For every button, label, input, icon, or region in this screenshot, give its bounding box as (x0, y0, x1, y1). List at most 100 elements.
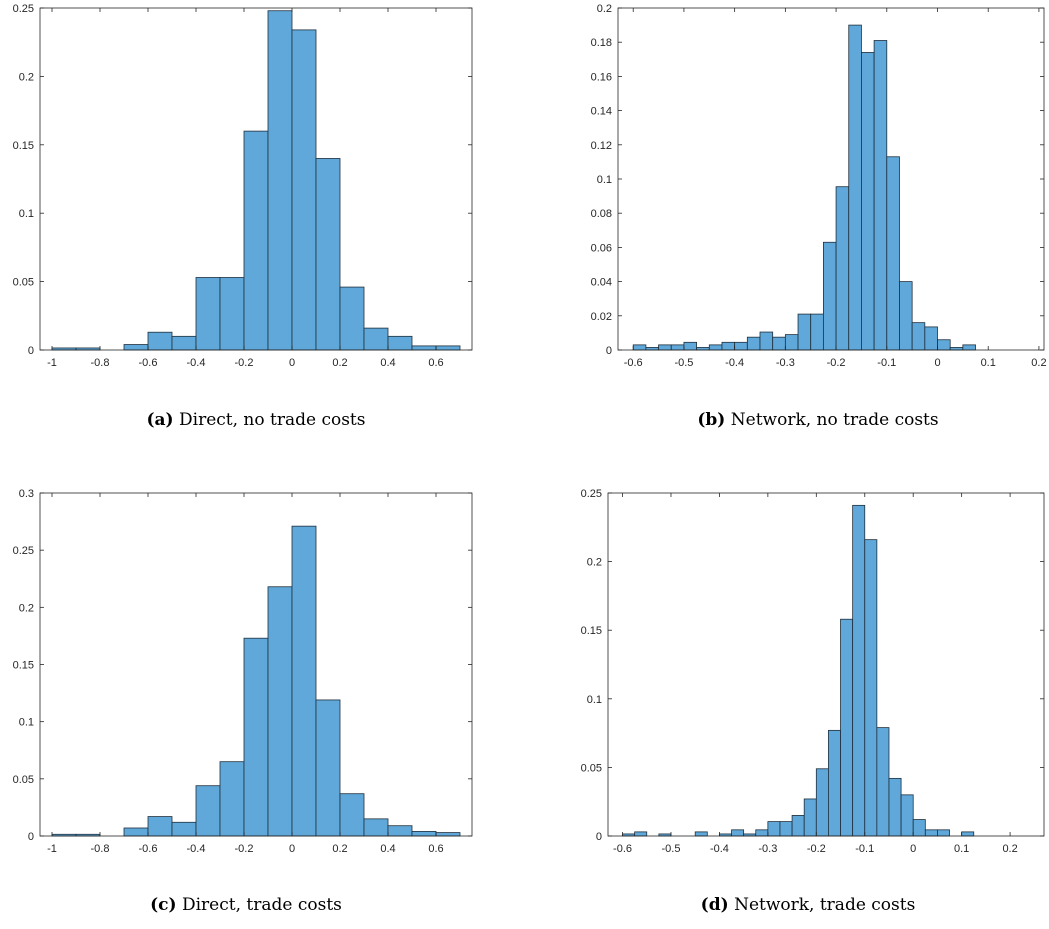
panel-c: (c) Direct, trade costs -1 -0.8 -0.6 -0.4 -0… (13, 488, 473, 915)
bar (779, 821, 793, 837)
bar (876, 727, 890, 837)
x-tick-label: 0.1 (954, 843, 969, 855)
y-tick-label: 0.2 (19, 602, 34, 614)
x-tick-label: -0.2 (807, 843, 826, 855)
bar (708, 344, 723, 351)
y-tick-label: 0.25 (13, 3, 34, 15)
bar (746, 336, 761, 351)
y-axis-d: 0 0.05 0.1 0.15 0.2 0.25 (581, 488, 1044, 843)
bar (219, 277, 245, 351)
x-tick-label: -0.4 (710, 843, 729, 855)
x-tick-label: 0.6 (428, 357, 443, 369)
bar (772, 336, 786, 351)
y-tick-label: 0 (28, 831, 34, 843)
x-tick-label: -0.6 (613, 843, 632, 855)
x-tick-label: -0.6 (139, 357, 158, 369)
bar (888, 777, 902, 837)
bar (767, 821, 781, 837)
x-tick-label: -0.8 (91, 843, 110, 855)
caption-b: (b) Network, no trade costs (697, 410, 938, 430)
bar (267, 10, 293, 351)
bar (924, 326, 938, 351)
bar (852, 504, 866, 837)
x-tick-label: 0 (289, 843, 295, 855)
bar (784, 334, 799, 351)
x-axis-a: -1 -0.8 -0.6 -0.4 -0.2 0 0.2 0.4 0.6 (47, 8, 444, 369)
x-tick-label: 0.4 (380, 357, 395, 369)
bars-a (51, 10, 461, 351)
bar (195, 785, 221, 837)
panel-d: (d) Network, trade costs -0.6 -0.5 -0.4 -0.… (581, 488, 1045, 915)
bar (670, 344, 685, 351)
caption-c-label: (c) (150, 895, 176, 915)
bar (797, 313, 812, 351)
x-tick-label: -0.6 (139, 843, 158, 855)
y-tick-label: 0 (28, 345, 34, 357)
bar (267, 586, 293, 837)
x-tick-label: 0.1 (981, 357, 996, 369)
bar (171, 821, 197, 837)
bar (810, 313, 824, 351)
x-tick-label: -0.2 (235, 843, 254, 855)
y-tick-label: 0.14 (591, 106, 612, 118)
bar (755, 829, 769, 837)
bars-c (51, 525, 461, 837)
bar (803, 798, 817, 837)
y-tick-label: 0.12 (591, 140, 612, 152)
bar (840, 618, 854, 837)
x-tick-label: -0.8 (91, 357, 110, 369)
x-tick-label: -1 (47, 357, 57, 369)
bar (900, 794, 914, 837)
y-tick-label: 0.1 (19, 717, 34, 729)
x-tick-label: -0.5 (674, 357, 693, 369)
bar (339, 286, 365, 351)
caption-a-text: Direct, no trade costs (179, 410, 365, 430)
caption-d-text: Network, trade costs (734, 895, 915, 915)
y-tick-label: 0.1 (587, 694, 602, 706)
bar (873, 40, 888, 351)
caption-a-label: (a) (147, 410, 174, 430)
bar (171, 335, 197, 351)
y-tick-label: 0.04 (591, 277, 612, 289)
bar (721, 341, 736, 351)
bar (848, 24, 862, 351)
x-tick-label: 0 (934, 357, 940, 369)
x-tick-label: 0.2 (1002, 843, 1017, 855)
x-tick-label: -0.3 (776, 357, 795, 369)
x-tick-label: -0.3 (758, 843, 777, 855)
bar (759, 331, 774, 351)
x-axis-b: -0.6 -0.5 -0.4 -0.3 -0.2 -0.1 0 0.1 0.2 (624, 8, 1047, 369)
y-tick-label: 0 (596, 831, 602, 843)
y-tick-label: 0.25 (581, 488, 602, 500)
y-tick-label: 0.06 (591, 242, 612, 254)
bar (387, 335, 413, 351)
bar (683, 341, 698, 351)
bar (411, 345, 437, 351)
bar (315, 158, 341, 351)
y-tick-label: 0.05 (581, 762, 602, 774)
bar (861, 52, 875, 351)
y-tick-label: 0.08 (591, 208, 612, 220)
bar (911, 322, 926, 351)
bar (791, 815, 805, 837)
x-tick-label: 0.6 (428, 843, 443, 855)
x-tick-label: -0.2 (827, 357, 846, 369)
bar (291, 29, 317, 351)
y-tick-label: 0.02 (591, 311, 612, 323)
bar (243, 637, 269, 837)
x-tick-label: 0 (289, 357, 295, 369)
caption-a: (a) Direct, no trade costs (147, 410, 366, 430)
panel-a: (a) Direct, no trade costs -1 -0.8 -0.6 -0.… (13, 3, 473, 430)
bar (411, 831, 437, 837)
x-tick-label: -0.2 (235, 357, 254, 369)
bar (822, 241, 837, 351)
x-tick-label: -0.6 (624, 357, 643, 369)
bar (961, 831, 975, 837)
x-tick-label: -0.4 (187, 843, 206, 855)
caption-c: (c) Direct, trade costs (150, 895, 342, 915)
y-tick-label: 0.18 (591, 37, 612, 49)
bar (634, 831, 648, 837)
bars-d (622, 504, 975, 837)
bar (435, 832, 461, 837)
